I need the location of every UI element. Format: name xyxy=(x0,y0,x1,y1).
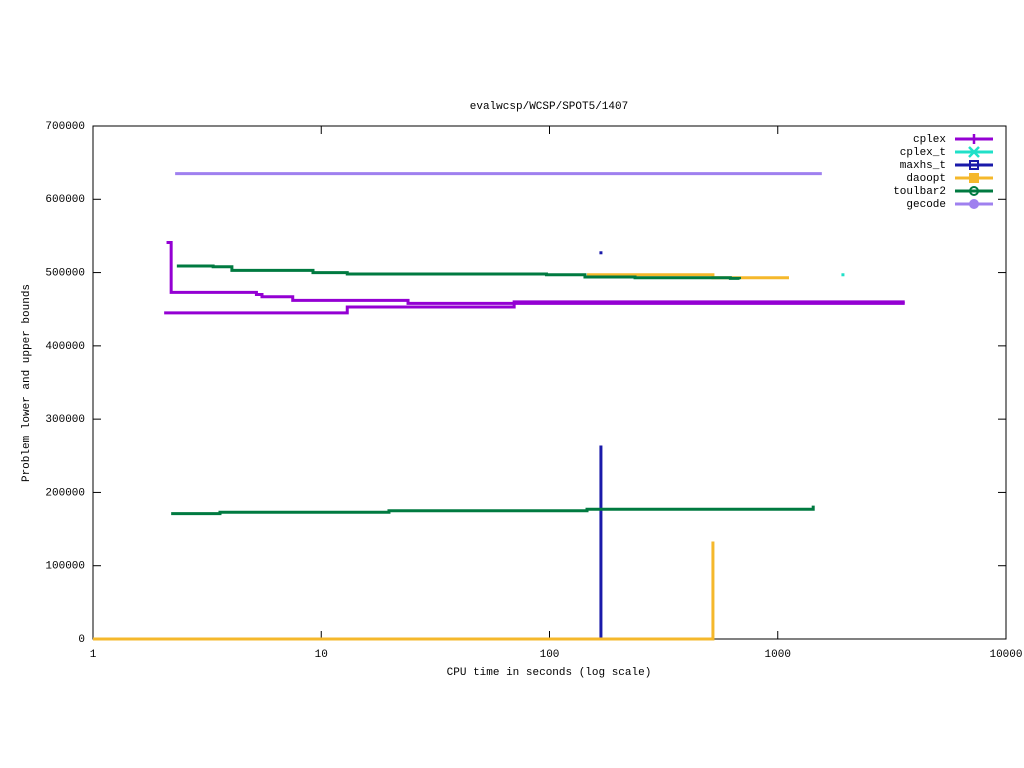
series-line xyxy=(93,541,715,641)
series-line xyxy=(171,505,815,516)
x-tick-label: 1000 xyxy=(765,649,791,661)
y-tick-label: 300000 xyxy=(45,414,85,426)
marker xyxy=(969,173,979,183)
marker xyxy=(969,160,979,170)
x-tick-label: 10000 xyxy=(989,649,1022,661)
data-point xyxy=(841,273,845,277)
y-tick-label: 100000 xyxy=(45,561,85,573)
marker xyxy=(969,134,979,144)
chart-title: evalwcsp/WCSP/SPOT5/1407 xyxy=(470,101,628,113)
y-tick-label: 600000 xyxy=(45,194,85,206)
marker xyxy=(969,199,979,209)
legend-label: maxhs_t xyxy=(900,160,946,172)
x-tick-label: 100 xyxy=(540,649,560,661)
x-tick-label: 1 xyxy=(90,649,97,661)
x-tick-label: 10 xyxy=(315,649,328,661)
x-axis-label: CPU time in seconds (log scale) xyxy=(447,667,652,679)
y-tick-label: 200000 xyxy=(45,487,85,499)
marker xyxy=(968,146,980,158)
legend-label: cplex xyxy=(913,134,946,146)
y-tick-label: 700000 xyxy=(45,121,85,133)
y-tick-label: 0 xyxy=(78,634,85,646)
y-tick-label: 400000 xyxy=(45,341,85,353)
data-point xyxy=(599,251,603,255)
series-line xyxy=(164,300,905,315)
y-tick-label: 500000 xyxy=(45,267,85,279)
series-line xyxy=(176,264,742,280)
marker xyxy=(969,186,979,196)
legend-label: daoopt xyxy=(906,173,946,185)
legend-label: toulbar2 xyxy=(893,186,946,198)
legend-label: gecode xyxy=(906,199,946,211)
legend-label: cplex_t xyxy=(900,147,946,159)
y-axis-label: Problem lower and upper bounds xyxy=(21,284,33,482)
series-line xyxy=(166,241,905,305)
